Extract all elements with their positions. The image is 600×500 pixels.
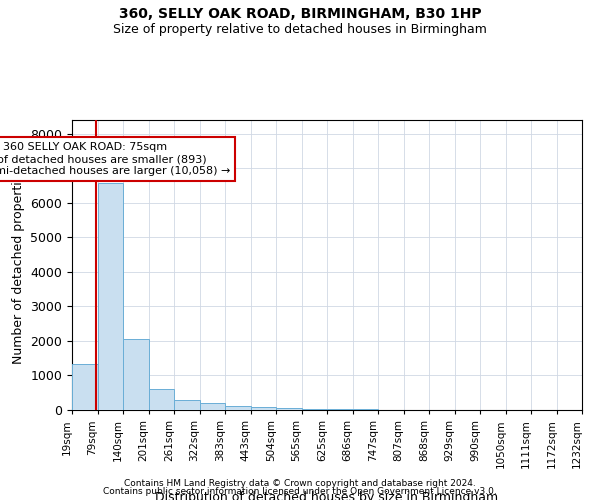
Bar <box>123 339 149 410</box>
Text: Contains public sector information licensed under the Open Government Licence v3: Contains public sector information licen… <box>103 487 497 496</box>
Bar <box>97 183 123 410</box>
Y-axis label: Number of detached properties: Number of detached properties <box>12 166 25 364</box>
Bar <box>327 409 353 410</box>
Text: Contains HM Land Registry data © Crown copyright and database right 2024.: Contains HM Land Registry data © Crown c… <box>124 478 476 488</box>
Bar <box>149 388 174 410</box>
Bar <box>276 408 302 410</box>
Bar <box>72 364 97 410</box>
Bar <box>199 404 225 410</box>
Bar <box>225 406 251 410</box>
Text: Distribution of detached houses by size in Birmingham: Distribution of detached houses by size … <box>155 491 499 500</box>
Text: 360, SELLY OAK ROAD, BIRMINGHAM, B30 1HP: 360, SELLY OAK ROAD, BIRMINGHAM, B30 1HP <box>119 8 481 22</box>
Text: 360 SELLY OAK ROAD: 75sqm
← 8% of detached houses are smaller (893)
91% of semi-: 360 SELLY OAK ROAD: 75sqm ← 8% of detach… <box>0 142 230 176</box>
Bar <box>174 400 199 410</box>
Text: Size of property relative to detached houses in Birmingham: Size of property relative to detached ho… <box>113 22 487 36</box>
Bar <box>302 409 327 410</box>
Bar <box>251 408 276 410</box>
